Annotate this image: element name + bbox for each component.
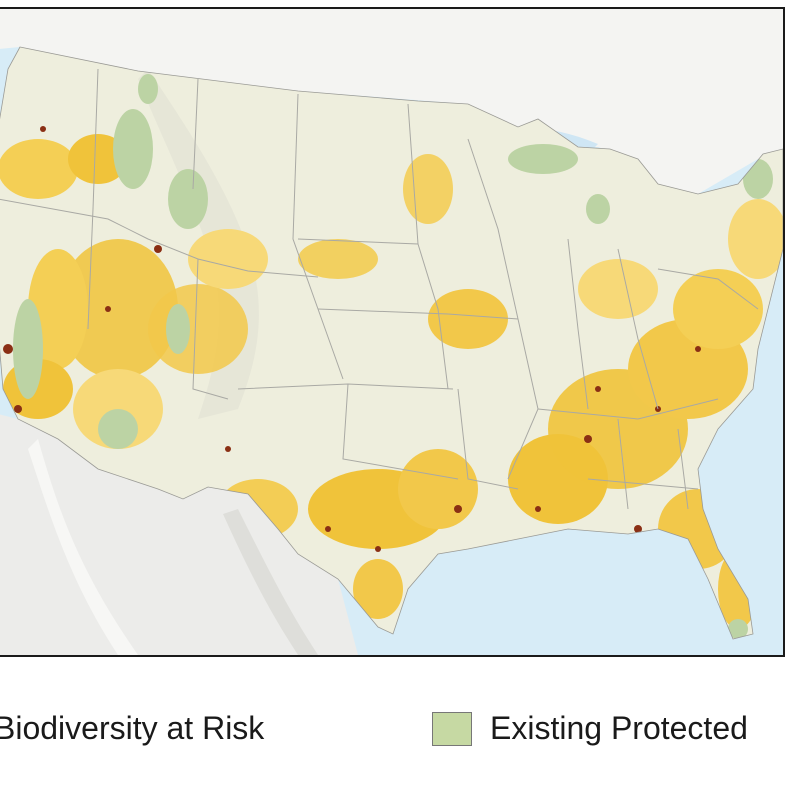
map-legend: Biodiversity at Risk Existing Protected bbox=[0, 690, 785, 760]
state-borders bbox=[0, 68, 759, 510]
conterminous-us-map bbox=[0, 9, 783, 655]
canada-landmass bbox=[0, 9, 783, 194]
legend-biodiversity-risk-label: Biodiversity at Risk bbox=[0, 710, 265, 746]
very-high-risk-areas bbox=[3, 126, 701, 552]
map-frame bbox=[0, 7, 785, 657]
legend-protected-label: Existing Protected bbox=[490, 710, 748, 746]
us-coastline bbox=[0, 46, 783, 640]
baja-peninsula bbox=[28, 439, 138, 655]
protected-areas bbox=[13, 74, 773, 639]
legend-protected-swatch bbox=[432, 712, 472, 746]
mexico-sierra-shade bbox=[223, 509, 318, 655]
